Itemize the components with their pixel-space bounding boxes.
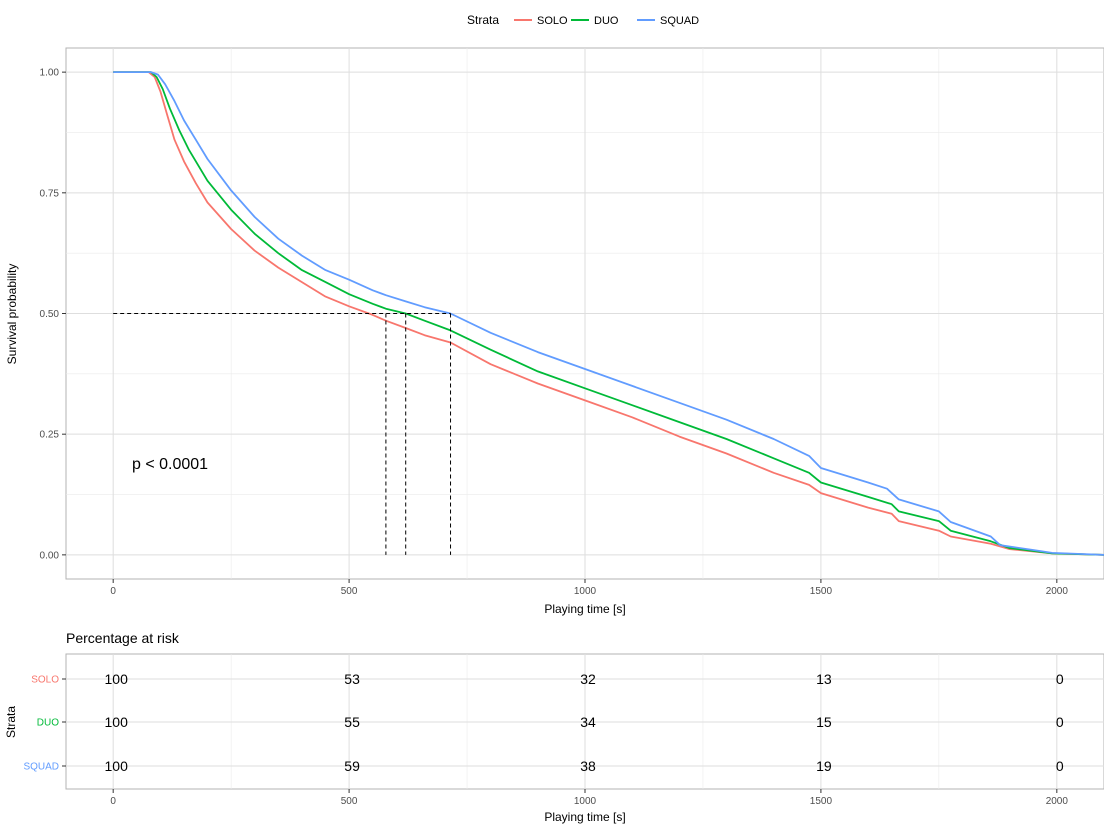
risk-value: 100: [105, 758, 129, 774]
risk-value: 100: [105, 671, 129, 687]
x-tick-label: 500: [341, 586, 358, 597]
y-tick-label: 0.75: [40, 188, 60, 199]
y-tick-label: 1.00: [40, 68, 60, 79]
legend-label-solo: SOLO: [537, 15, 568, 27]
risk-x-tick-label: 2000: [1046, 796, 1069, 807]
y-axis-title: Survival probability: [5, 264, 19, 365]
risk-table-x-axis-title: Playing time [s]: [544, 810, 625, 824]
risk-value: 59: [344, 758, 360, 774]
x-axis-title: Playing time [s]: [544, 602, 625, 616]
median-lines: [113, 313, 452, 555]
y-tick-label: 0.50: [40, 309, 60, 320]
risk-value: 0: [1056, 671, 1064, 687]
survival-curve-duo: [113, 71, 1104, 556]
risk-value: 19: [816, 758, 832, 774]
risk-table-y-axis-title: Strata: [4, 706, 18, 738]
y-tick-label: 0.00: [40, 550, 60, 561]
risk-value: 32: [580, 671, 596, 687]
legend: Strata SOLO DUO SQUAD: [467, 13, 699, 27]
p-value-annotation: p < 0.0001: [132, 456, 208, 473]
risk-value: 38: [580, 758, 596, 774]
risk-row-label-squad: SQUAD: [23, 762, 59, 773]
risk-x-tick-label: 500: [341, 796, 358, 807]
risk-value: 100: [105, 714, 129, 730]
risk-x-tick-label: 1000: [574, 796, 597, 807]
x-tick-label: 2000: [1046, 586, 1069, 597]
risk-x-tick-label: 1500: [810, 796, 833, 807]
legend-label-squad: SQUAD: [660, 15, 699, 27]
risk-value: 0: [1056, 714, 1064, 730]
risk-value: 55: [344, 714, 360, 730]
risk-value: 15: [816, 714, 832, 730]
x-tick-label: 1000: [574, 586, 597, 597]
x-tick-label: 0: [110, 586, 116, 597]
risk-x-tick-label: 0: [110, 796, 116, 807]
risk-table-title: Percentage at risk: [66, 630, 180, 646]
risk-value: 34: [580, 714, 596, 730]
x-tick-label: 1500: [810, 586, 833, 597]
risk-value: 53: [344, 671, 360, 687]
survival-curve-squad: [113, 71, 1104, 556]
survival-grid: [66, 48, 1104, 579]
risk-value: 0: [1056, 758, 1064, 774]
risk-value: 13: [816, 671, 832, 687]
y-tick-label: 0.25: [40, 430, 60, 441]
legend-title: Strata: [467, 13, 499, 27]
risk-table-grid: [66, 654, 1104, 789]
risk-row-label-duo: DUO: [37, 718, 59, 729]
legend-label-duo: DUO: [594, 15, 619, 27]
risk-row-label-solo: SOLO: [31, 675, 59, 686]
